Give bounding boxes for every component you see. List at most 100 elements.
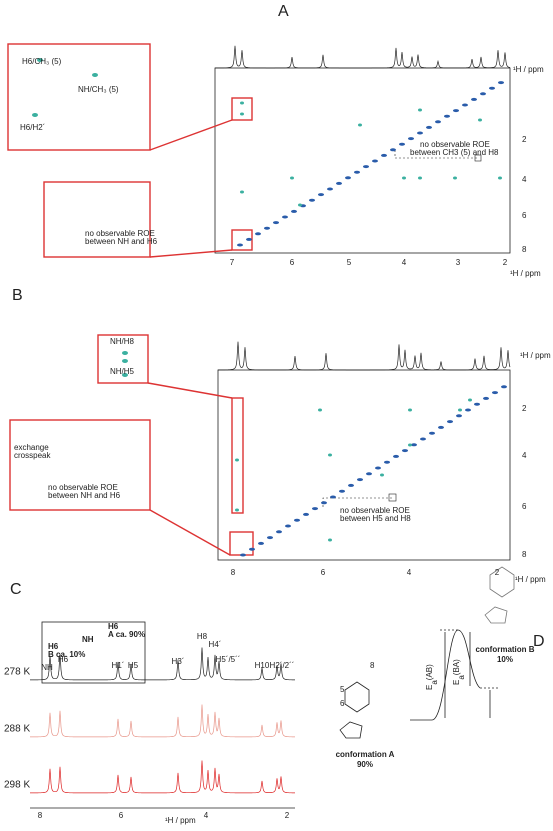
zoom-box <box>231 97 253 121</box>
cross-peak <box>474 402 480 406</box>
peak-label: H10 <box>255 661 270 670</box>
cross-peak <box>393 454 399 458</box>
cross-peak <box>408 443 412 447</box>
note: between NH and H6 <box>48 491 121 500</box>
note: between H5 and H8 <box>340 514 411 523</box>
x-tick-label: 4 <box>407 568 412 577</box>
x-tick-label: 2 <box>285 811 290 820</box>
axis-label: ¹H / ppm <box>520 351 551 360</box>
spectrum <box>30 704 295 738</box>
connector <box>147 382 233 399</box>
spectrum <box>218 341 511 371</box>
cross-peak <box>290 176 294 180</box>
cross-peak <box>240 190 244 194</box>
peak-label: H5´/5´´ <box>216 655 241 664</box>
cross-peak <box>438 425 444 429</box>
cross-peak <box>321 501 327 505</box>
peak-label: H2´/2´´ <box>270 661 295 670</box>
cross-peak <box>312 507 318 511</box>
barrier-label: Ea(BA) <box>452 659 466 685</box>
conformation-label: conformation A <box>336 750 395 759</box>
y-tick-label: 4 <box>522 175 527 184</box>
peak-label: H6 <box>58 655 69 664</box>
note: no observable ROE <box>85 229 155 238</box>
cross-peak <box>240 101 244 105</box>
cross-peak <box>249 547 255 551</box>
cross-peak <box>363 165 369 169</box>
cross-peak <box>37 58 43 62</box>
cross-peak <box>402 449 408 453</box>
note: no observable ROE <box>340 506 410 515</box>
cross-peak <box>309 198 315 202</box>
cross-peak <box>235 508 239 512</box>
cross-peak <box>303 512 309 516</box>
peak-label: H5 <box>128 661 139 670</box>
peak-label: H6 <box>48 642 59 651</box>
barrier-part: a <box>457 675 466 680</box>
atom-number: 5 <box>340 685 345 694</box>
inset-box <box>7 43 151 151</box>
temperature-label: 298 K <box>4 780 30 791</box>
cross-peak <box>501 385 507 389</box>
guide <box>322 497 392 507</box>
atom-number: 8 <box>370 661 375 670</box>
cross-peak <box>465 408 471 412</box>
x-tick-label: 8 <box>38 811 43 820</box>
peak-label: H3´ <box>172 657 185 666</box>
zoom-box <box>231 229 253 251</box>
panel-a-frame <box>214 67 511 254</box>
spectrum <box>30 760 295 794</box>
peak-label: NH/H8 <box>110 337 135 346</box>
cross-peak <box>418 176 422 180</box>
cross-peak <box>453 176 457 180</box>
cross-peak <box>328 538 332 542</box>
note: no observable ROE <box>48 483 118 492</box>
cross-peak <box>408 408 412 412</box>
conformation-label: 90% <box>357 760 373 769</box>
cross-peak <box>294 518 300 522</box>
y-tick-label: 6 <box>522 211 527 220</box>
x-tick-label: 2 <box>503 258 508 267</box>
x-tick-label: 4 <box>402 258 407 267</box>
cross-peak <box>122 351 128 355</box>
cross-peak <box>122 359 128 363</box>
energy-level <box>440 629 500 689</box>
x-tick-label: 5 <box>347 258 352 267</box>
cross-peak <box>240 112 244 116</box>
cross-peak <box>384 460 390 464</box>
cross-peak <box>258 541 264 545</box>
peak-label: H6 <box>108 622 119 631</box>
peak-label: A ca. 90% <box>108 630 145 639</box>
cross-peak <box>318 408 322 412</box>
panel-label: B <box>12 287 23 304</box>
cross-peak <box>276 530 282 534</box>
marker <box>474 154 482 162</box>
cross-peak <box>264 226 270 230</box>
cross-peak <box>348 483 354 487</box>
y-tick-label: 2 <box>522 404 527 413</box>
barrier-part: E <box>452 680 461 685</box>
peak-label: B ca. 10% <box>48 650 85 659</box>
conformation-label: conformation B <box>475 645 534 654</box>
cross-peak <box>372 159 378 163</box>
panel-label: D <box>533 633 545 650</box>
y-tick-label: 4 <box>522 451 527 460</box>
x-tick-label: 8 <box>231 568 236 577</box>
cross-peak <box>122 373 128 377</box>
note: no observable ROE <box>420 140 490 149</box>
cross-peak <box>402 176 406 180</box>
cross-peak <box>357 478 363 482</box>
cross-peak <box>456 414 462 418</box>
barrier-part: a <box>430 680 439 685</box>
cross-peak <box>498 81 504 85</box>
cross-peak <box>418 108 422 112</box>
x-tick-label: 7 <box>230 258 235 267</box>
cross-peak <box>366 472 372 476</box>
cross-peak <box>444 114 450 118</box>
peak-label: H6/H2´ <box>20 123 45 132</box>
cross-peak <box>358 123 362 127</box>
cross-peak <box>420 437 426 441</box>
cross-peak <box>462 103 468 107</box>
barrier-part: (BA) <box>452 659 461 675</box>
